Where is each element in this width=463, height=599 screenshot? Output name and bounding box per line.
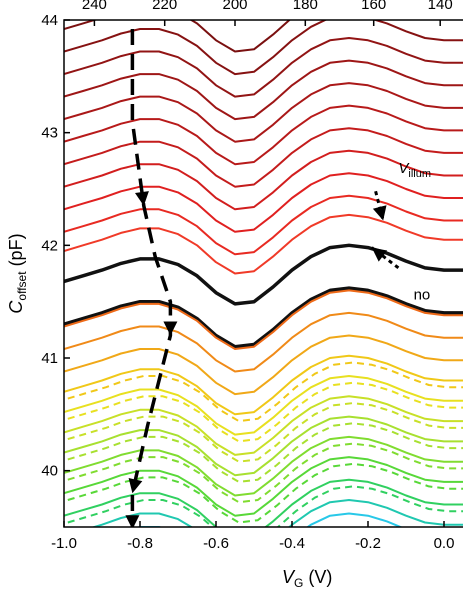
y-tick-label: 40: [41, 463, 58, 480]
series-curve: [64, 435, 463, 497]
series-curve: [64, 127, 463, 188]
series-curve: [64, 20, 291, 53]
trend-arrowhead: [128, 478, 143, 494]
y-tick-label: 42: [41, 237, 58, 254]
curves-group: [64, 20, 463, 527]
arrows-group: [125, 29, 400, 527]
series-curve: [64, 59, 463, 121]
x-axis-title: VG (V): [282, 567, 332, 590]
y-tick-label: 44: [41, 12, 58, 29]
series-curve: [64, 20, 463, 76]
series-curve: [64, 149, 463, 211]
series-curve: [135, 512, 404, 527]
series-curve: [64, 334, 463, 396]
annotation-label: no: [414, 286, 431, 303]
series-curve: [64, 354, 463, 416]
annotation-label: Villum: [398, 160, 431, 180]
series-curve: [64, 104, 463, 166]
top-tick-label: 160: [361, 0, 386, 13]
top-tick-label: 220: [152, 0, 177, 13]
plot-frame: [63, 19, 463, 528]
trend-arrowhead: [125, 515, 140, 527]
x-tick-label: -0.4: [279, 535, 305, 552]
pointer-arrowhead: [371, 247, 388, 262]
x-tick-label: -0.8: [127, 535, 153, 552]
x-tick-label: -0.6: [203, 535, 229, 552]
series-curve: [64, 82, 463, 143]
annotations-group: Villum no: [398, 160, 431, 303]
trend-arrowhead: [163, 321, 178, 336]
series-curve: [64, 172, 463, 233]
pointer-arrowhead: [372, 205, 387, 221]
series-curve: [64, 37, 463, 98]
top-tick-label: 140: [428, 0, 453, 13]
x-tick-label: -0.2: [355, 535, 381, 552]
top-tick-label: 200: [222, 0, 247, 13]
series-curve-dashed: [67, 462, 463, 524]
series-curve: [64, 395, 463, 456]
series-curve: [64, 289, 463, 350]
series-curve-dashed: [67, 422, 463, 483]
series-curve-bold: [64, 286, 463, 349]
y-tick-label: 43: [41, 125, 58, 142]
y-tick-label: 41: [41, 350, 58, 367]
x-tick-label: -1.0: [51, 535, 77, 552]
series-curve: [64, 311, 463, 373]
axes-group: -1.0 -0.8 -0.6 -0.4 -0.2 0.0 40 41 42 43 44 240 220 2…: [6, 0, 463, 590]
series-curve-bold: [64, 243, 463, 306]
trend-arrow-path: [130, 29, 173, 527]
series-curve-dashed: [67, 381, 463, 443]
top-tick-label: 180: [293, 0, 318, 13]
series-curve: [64, 478, 463, 527]
series-curve-dashed: [67, 402, 463, 463]
series-curve: [64, 213, 463, 275]
series-curve-dashed: [67, 442, 463, 504]
x-tick-label: 0.0: [434, 535, 455, 552]
series-curve: [64, 456, 463, 517]
series-curve: [90, 499, 463, 527]
top-tick-label: 240: [82, 0, 107, 13]
series-curve: [64, 194, 463, 256]
trend-arrowhead: [135, 191, 149, 206]
series-curve: [64, 375, 463, 436]
series-curve-dashed: [67, 361, 463, 423]
y-axis-title: Coffset (pF): [6, 233, 29, 313]
series-curve: [64, 415, 463, 477]
